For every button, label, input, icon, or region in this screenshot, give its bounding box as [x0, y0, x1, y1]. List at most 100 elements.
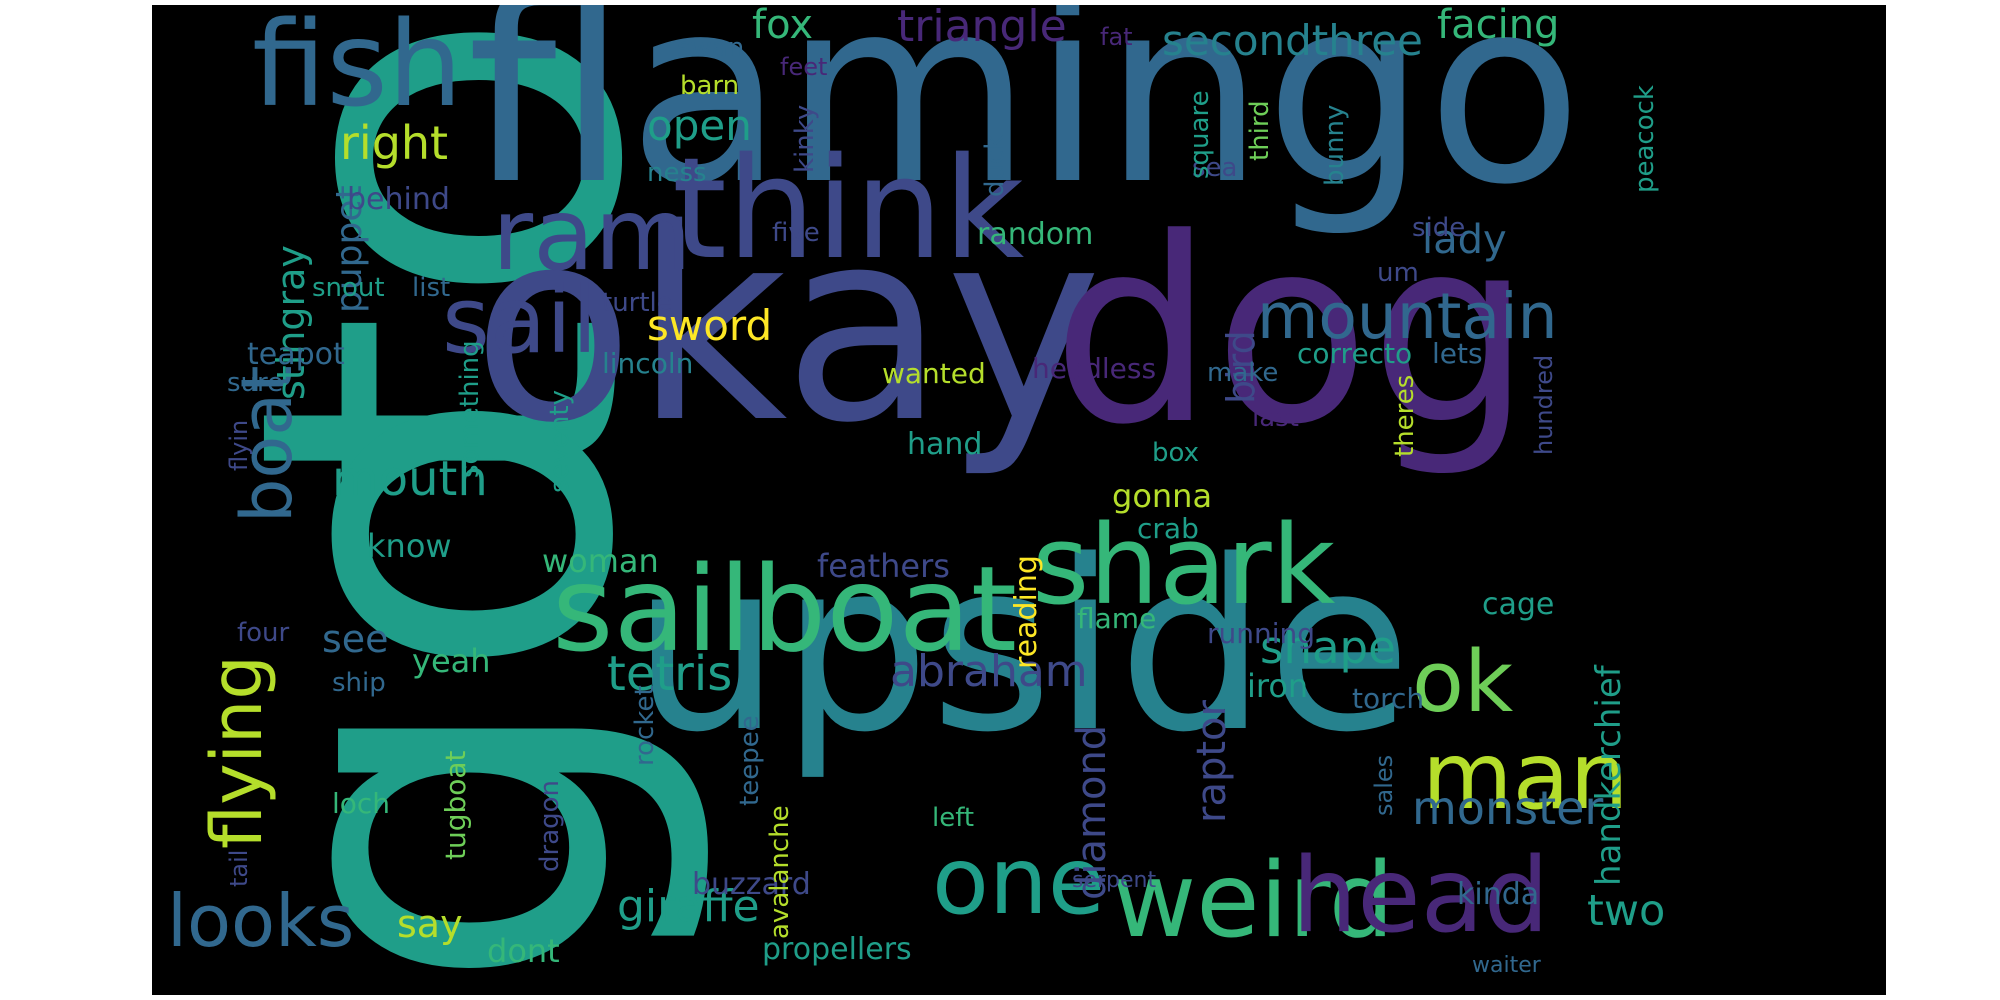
- word-say: say: [397, 902, 463, 946]
- word-correcto: correcto: [1297, 337, 1413, 370]
- word-dog: dog: [1052, 184, 1532, 481]
- word-swan: swan: [677, 33, 745, 63]
- word-right: right: [340, 116, 449, 170]
- word-lets: lets: [1432, 337, 1483, 370]
- word-peacock: peacock: [1630, 85, 1660, 193]
- word-yeah: yeah: [412, 642, 491, 680]
- word-weird: weird: [1112, 841, 1395, 961]
- word-lady: lady: [1422, 217, 1507, 263]
- word-flying: flying: [196, 655, 278, 849]
- word-dont: dont: [487, 932, 560, 970]
- word-hand: hand: [907, 427, 983, 462]
- word-secondthree: secondthree: [1162, 16, 1423, 65]
- word-bunny: bunny: [1320, 104, 1350, 186]
- word-sales: sales: [1370, 754, 1398, 816]
- word-triangle: triangle: [897, 5, 1067, 52]
- word-abraham: abraham: [890, 646, 1088, 697]
- word-avalanche: avalanche: [765, 805, 795, 939]
- word-flyin: flyin: [225, 419, 253, 471]
- word-five: five: [772, 218, 820, 248]
- word-think: think: [672, 128, 1025, 291]
- word-fat: fat: [1100, 23, 1133, 51]
- word-cage: cage: [1482, 587, 1555, 622]
- word-woman: woman: [542, 542, 659, 580]
- word-tetris: tetris: [607, 646, 733, 702]
- word-behind: behind: [347, 182, 450, 217]
- word-ness: ness: [647, 158, 707, 188]
- word-duck: duck: [980, 134, 1010, 197]
- word-two: two: [1587, 886, 1666, 936]
- word-teapot: teapot: [247, 337, 345, 372]
- word-theres: theres: [1390, 374, 1420, 457]
- word-feathers: feathers: [817, 547, 950, 585]
- word-mountain: mountain: [1257, 280, 1558, 353]
- word-tugboat: tugboat: [439, 750, 472, 860]
- word-see: see: [322, 617, 389, 661]
- word-make: make: [1207, 358, 1279, 388]
- word-something: something: [455, 340, 485, 478]
- word-lincoln: lincoln: [602, 347, 694, 380]
- word-ram: ram: [492, 176, 692, 293]
- word-mouth: mouth: [332, 451, 488, 507]
- word-left: left: [932, 803, 975, 833]
- word-snout: snout: [312, 273, 385, 303]
- word-third: third: [1245, 100, 1275, 161]
- word-kinda: kinda: [1457, 877, 1540, 912]
- word-ship: ship: [332, 668, 386, 698]
- word-gonna: gonna: [1112, 477, 1213, 515]
- word-head: head: [1292, 836, 1550, 956]
- word-sword: sword: [647, 301, 773, 350]
- word-barn: barn: [680, 71, 740, 101]
- word-seventy: seventy: [545, 390, 575, 493]
- word-rocket: rocket: [630, 685, 660, 766]
- word-crab: crab: [1137, 512, 1199, 545]
- word-okay: okay: [472, 173, 1103, 481]
- word-open: open: [647, 101, 752, 150]
- word-running: running: [1207, 617, 1316, 650]
- word-tail: tail: [225, 849, 253, 887]
- word-shark: shark: [1032, 501, 1336, 629]
- word-headless: headless: [1032, 352, 1157, 385]
- word-um: um: [1377, 258, 1419, 288]
- word-one: one: [932, 827, 1106, 935]
- word-dragon: dragon: [535, 779, 565, 872]
- word-fox: fox: [752, 5, 813, 48]
- word-handkerchief: handkerchief: [1589, 665, 1629, 886]
- word-random: random: [977, 217, 1094, 252]
- word-facing: facing: [1437, 5, 1560, 48]
- word-reading: reading: [1009, 555, 1044, 669]
- word-feet: feet: [780, 53, 828, 81]
- word-shape: shape: [1260, 621, 1396, 674]
- word-sure: sure: [227, 368, 284, 398]
- word-flamingo: flamingo: [467, 5, 1583, 241]
- word-fish: fish: [252, 5, 463, 133]
- word-sea: sea: [1192, 153, 1238, 183]
- word-four: four: [237, 618, 290, 648]
- word-know: know: [367, 527, 452, 565]
- word-wanted: wanted: [882, 357, 986, 390]
- word-sailboat: sailboat: [552, 540, 1018, 678]
- word-sail: sail: [442, 267, 598, 374]
- word-serpent: serpent: [1072, 868, 1157, 893]
- word-propellers: propellers: [762, 932, 912, 967]
- word-cloud: to go flamingo okay dog upside think sailboat fi…: [152, 5, 1886, 995]
- word-teepee: teepee: [735, 715, 765, 806]
- word-loch: loch: [332, 787, 391, 820]
- word-side: side: [1412, 213, 1466, 243]
- word-square: square: [1185, 90, 1215, 179]
- word-box: box: [1152, 438, 1199, 468]
- word-upside: upside: [632, 511, 1412, 784]
- word-list: list: [412, 273, 451, 303]
- word-monster: monster: [1412, 781, 1604, 835]
- word-waiter: waiter: [1472, 953, 1541, 978]
- word-flame: flame: [1077, 602, 1157, 635]
- word-torch: torch: [1352, 682, 1425, 715]
- word-raptor: raptor: [1189, 700, 1235, 823]
- word-man: man: [1422, 722, 1629, 830]
- word-buzzard: buzzard: [692, 867, 811, 902]
- word-last: last: [1252, 403, 1299, 433]
- word-iron: iron: [1247, 667, 1309, 705]
- word-looks: looks: [167, 879, 355, 963]
- word-ok: ok: [1412, 633, 1514, 732]
- word-giraffe: giraffe: [617, 881, 760, 932]
